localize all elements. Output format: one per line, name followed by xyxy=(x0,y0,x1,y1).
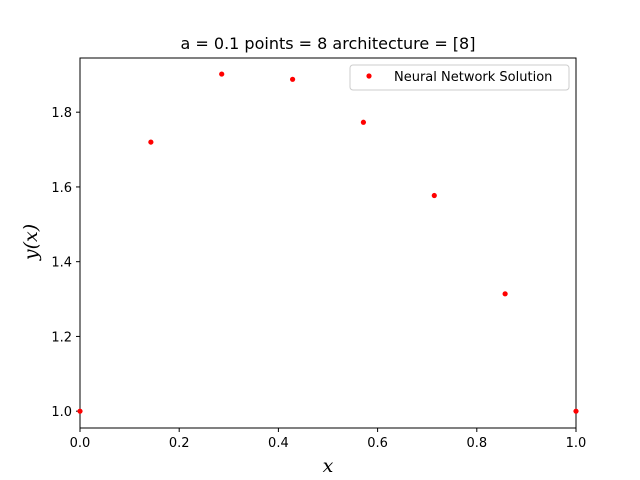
x-tick-label: 0.6 xyxy=(367,436,388,451)
y-axis-ticks: 1.0 1.2 1.4 1.6 1.8 xyxy=(51,106,80,420)
data-point xyxy=(289,76,296,82)
chart-title: a = 0.1 points = 8 architecture = [8] xyxy=(181,34,476,53)
x-axis-label: x xyxy=(323,455,334,477)
data-point xyxy=(360,119,367,125)
y-tick-label: 1.0 xyxy=(51,405,72,420)
legend-box xyxy=(349,64,570,91)
y-tick-label: 1.4 xyxy=(51,256,72,271)
x-tick-label: 0.0 xyxy=(70,436,91,451)
data-point xyxy=(573,408,579,414)
x-tick-label: 1.0 xyxy=(566,436,587,451)
y-tick-label: 1.8 xyxy=(51,106,72,121)
legend-label: Neural Network Solution xyxy=(394,70,552,85)
data-point xyxy=(77,408,83,414)
data-point xyxy=(502,291,508,297)
data-point xyxy=(431,192,437,199)
plot-area xyxy=(79,57,577,429)
legend-marker xyxy=(366,73,372,79)
data-point xyxy=(148,139,154,145)
data-series xyxy=(77,71,579,414)
x-tick-label: 0.2 xyxy=(169,436,190,451)
y-tick-label: 1.6 xyxy=(51,181,72,196)
x-axis-ticks: 0.0 0.2 0.4 0.6 0.8 1.0 xyxy=(70,428,587,451)
data-point xyxy=(219,71,225,77)
legend: Neural Network Solution xyxy=(349,64,570,91)
x-tick-label: 0.8 xyxy=(466,436,487,451)
y-tick-label: 1.2 xyxy=(51,330,72,345)
x-tick-label: 0.4 xyxy=(268,436,289,451)
y-axis-label: y(x) xyxy=(20,224,42,261)
plot-frame xyxy=(79,57,577,429)
